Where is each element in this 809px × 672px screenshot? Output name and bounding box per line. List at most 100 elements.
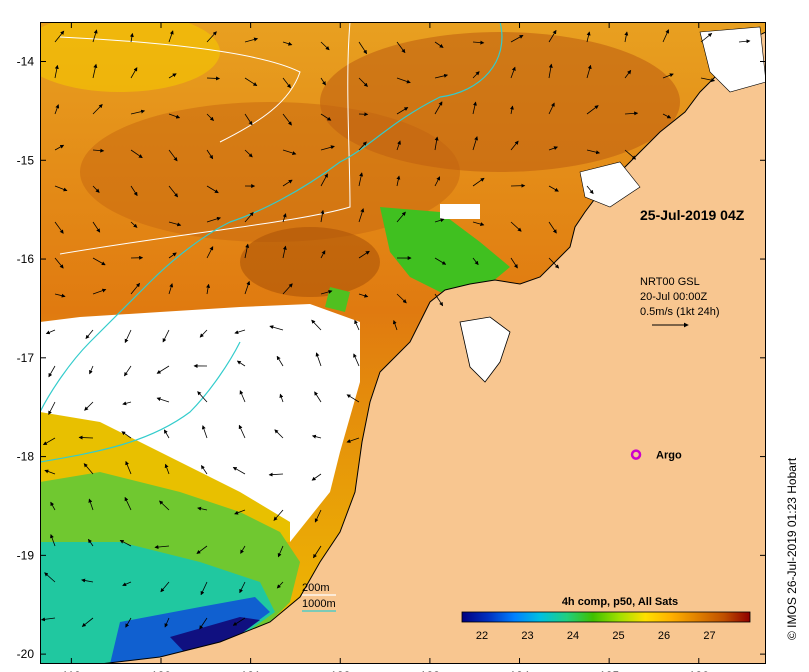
current-arrow [236,360,246,367]
current-arrow [159,500,170,511]
current-arrow [662,113,672,119]
current-vectors [40,29,751,630]
current-arrow [434,293,444,307]
current-arrow [282,41,293,46]
coldest-water-region [170,617,260,658]
current-arrow [168,283,174,295]
current-arrow [358,141,367,151]
current-arrow [396,211,406,223]
current-arrow [434,257,447,265]
current-arrow [50,534,56,547]
current-arrow [54,104,60,115]
current-arrow [346,437,360,443]
current-arrow [472,257,479,266]
y-tick-label: -17 [17,351,35,365]
current-arrow [54,64,59,79]
current-arrow [548,29,557,43]
argo-float-marker[interactable]: Argo [630,449,682,462]
current-arrow [168,252,177,259]
current-arrow [396,175,401,187]
colorbar-tick-label: 24 [567,630,579,642]
map-border [40,22,766,664]
current-arrow [206,246,214,259]
contour-1000m [39,21,503,413]
current-arrow [624,149,637,160]
current-arrow [42,437,56,446]
current-arrow [232,617,246,626]
current-arrow [206,113,215,121]
current-arrow [121,431,132,439]
current-arrow [282,149,297,155]
current-arrow [279,393,284,403]
current-legend-time: 20-Jul 00:00Z [640,291,708,303]
coastal-no-data [579,161,641,208]
current-arrow [700,32,713,43]
current-arrow [124,365,132,377]
current-arrow [201,464,208,475]
current-arrow [206,76,221,81]
current-arrow [392,319,398,331]
current-arrow [88,538,94,547]
current-arrow [273,509,284,521]
current-arrow [54,185,68,192]
current-arrow [240,545,246,554]
current-arrow [168,185,179,198]
current-arrow [358,293,369,298]
current-arrow [548,146,559,151]
current-arrow [156,365,170,374]
current-arrow [130,149,143,159]
current-arrow [586,105,599,115]
sst-map-canvas: 25-Jul-2019 04Z NRT00 GSL 20-Jul 00:00Z … [20,12,767,665]
current-arrow [160,581,170,593]
current-arrow [624,69,632,79]
current-arrow [282,283,293,295]
current-arrow [353,353,360,367]
current-arrow [168,113,181,119]
current-arrow [199,617,208,630]
current-arrow [81,617,94,627]
current-arrow [54,221,64,234]
current-arrow [268,472,284,477]
current-arrow [586,149,601,155]
current-arrow [509,105,514,115]
contour-200m [59,36,301,143]
current-arrow [130,185,138,197]
current-arrow [244,149,253,158]
current-arrow [282,179,293,187]
current-arrow [92,104,103,115]
current-arrow [92,148,105,153]
current-arrow [472,71,480,79]
current-arrow [586,31,591,43]
current-legend-scale: 0.5m/s (1kt 24h) [640,306,719,318]
current-arrow [472,136,479,151]
date-label: 25-Jul-2019 04Z [640,207,745,223]
current-arrow [274,429,284,439]
current-arrow [700,77,716,83]
credit-text: © IMOS 26-Jul-2019 01:23 Hobart [785,457,799,640]
current-arrow [548,257,560,269]
current-arrow [510,66,516,79]
current-arrow [472,101,477,115]
current-arrow [50,501,56,511]
current-arrow [163,429,170,439]
contour-1000m [39,341,241,463]
current-arrow [396,107,409,115]
current-arrow [311,319,322,331]
current-arrow [239,581,246,594]
current-arrow [282,77,291,89]
current-arrow [624,111,639,116]
current-arrow [510,257,518,269]
current-arrow [586,64,592,79]
current-arrow [320,289,333,295]
current-arrow [206,31,217,43]
current-arrow [586,185,594,195]
colorbar [461,611,751,623]
y-tick-label: -20 [17,647,35,661]
current-arrow [164,617,170,628]
current-arrow [282,113,292,126]
current-arrow [434,101,443,115]
y-tick-label: -15 [17,153,35,167]
current-arrow [84,401,94,411]
current-arrow [244,211,254,223]
current-arrow [130,221,138,228]
